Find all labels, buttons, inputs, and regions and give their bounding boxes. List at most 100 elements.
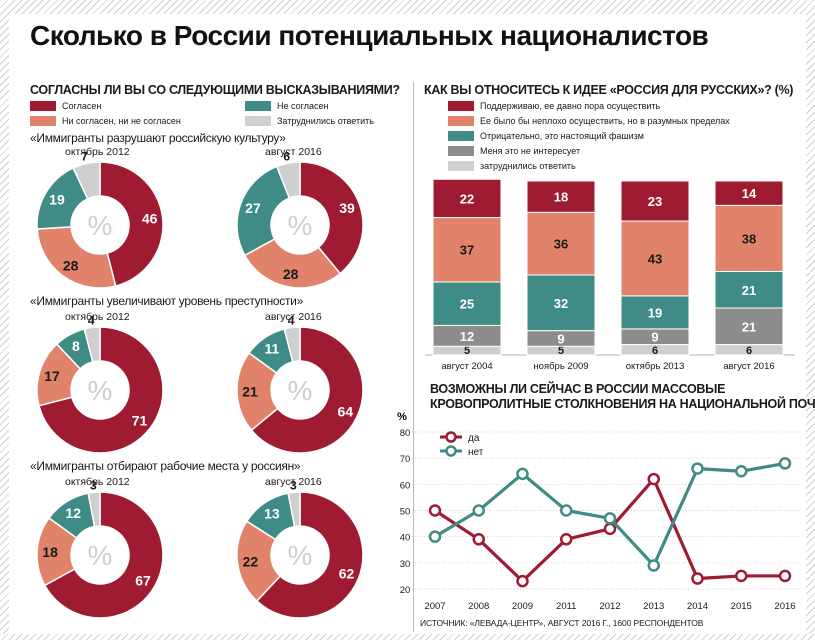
percent-symbol: % [88, 210, 113, 241]
bar-value-label: 43 [648, 251, 662, 266]
donut-slice [83, 326, 101, 363]
period-label: август 2016 [265, 311, 322, 323]
donut-value-label: 6 [283, 149, 290, 163]
bar-value-label: 5 [464, 345, 470, 357]
donut-value-label: 13 [264, 506, 280, 522]
legend-label: Ее было бы неплохо осуществить, но в раз… [480, 116, 730, 126]
line-x-tick: 2015 [731, 601, 752, 612]
line-x-tick: 2011 [556, 601, 576, 612]
line-x-tick: 2013 [643, 601, 664, 612]
line-y-tick: 40 [400, 533, 411, 544]
bar-category-label: октябрь 2013 [626, 361, 685, 372]
bar-segment [714, 270, 784, 309]
legend-swatch [448, 146, 474, 156]
bar-value-label: 19 [648, 305, 662, 320]
donut-slice [299, 161, 364, 275]
donut-value-label: 17 [44, 368, 60, 384]
legend-label: затруднились ответить [480, 161, 576, 171]
donut-slice [72, 161, 101, 200]
line-point [691, 572, 704, 585]
line-point [647, 559, 660, 572]
bar-value-label: 25 [460, 297, 474, 312]
donut-slice [287, 491, 301, 528]
bar-value-label: 9 [557, 331, 564, 346]
bar-segment [432, 217, 502, 283]
bar-segment [432, 178, 502, 219]
donut-value-label: 11 [264, 341, 279, 357]
bar-value-label: 18 [554, 190, 568, 205]
legend-swatch [448, 101, 474, 111]
donut-value-label: 22 [243, 553, 259, 569]
donut-slice [236, 520, 282, 602]
bar-category-label: август 2004 [441, 361, 492, 372]
bar-segment [526, 211, 596, 276]
donut-value-label: 62 [339, 565, 355, 581]
line-x-tick: 2008 [468, 601, 489, 612]
line-point [560, 504, 573, 517]
bar-value-label: 21 [742, 283, 756, 298]
bar-value-label: 23 [648, 194, 662, 209]
line-y-tick: 20 [400, 585, 411, 596]
bar-value-label: 32 [554, 296, 568, 311]
bar-segment [620, 295, 690, 330]
bar-value-label: 22 [460, 191, 474, 206]
donut-value-label: 28 [283, 266, 299, 282]
line-heading-2: КРОВОПРОЛИТНЫЕ СТОЛКНОВЕНИЯ НА НАЦИОНАЛЬ… [430, 397, 815, 411]
legend-label: Согласен [62, 101, 102, 111]
period-label: октябрь 2012 [65, 311, 130, 323]
bar-segment [714, 204, 784, 272]
line-point [560, 533, 573, 546]
line-point [472, 504, 485, 517]
bar-value-label: 38 [742, 231, 756, 246]
donut-value-label: 18 [42, 544, 58, 560]
line-legend-marker [445, 445, 457, 457]
donut-value-label: 71 [132, 413, 148, 429]
line-point [735, 569, 748, 583]
top-border-hatch [0, 0, 815, 14]
line-x-tick: 2007 [424, 601, 445, 612]
donut-value-label: 28 [63, 257, 79, 273]
bar-category-label: август 2016 [723, 361, 774, 372]
legend-label: Меня это не интересует [480, 146, 581, 156]
line-point [691, 462, 704, 475]
line-point [516, 467, 529, 481]
right-legend-negative: Отрицательно, это настоящий фашизм [448, 131, 644, 141]
bottom-border-hatch [0, 634, 815, 640]
percent-symbol: % [88, 540, 113, 571]
donut-value-label: 4 [88, 314, 95, 328]
donut-slice [36, 226, 117, 289]
bar-value-label: 14 [742, 186, 757, 201]
donut-slice [255, 491, 364, 619]
period-label: август 2016 [265, 146, 322, 158]
donut-value-label: 46 [142, 211, 158, 227]
donut-value-label: 7 [81, 150, 88, 164]
legend-swatch [448, 116, 474, 126]
period-label: октябрь 2012 [65, 476, 130, 488]
percent-symbol: % [288, 375, 313, 406]
line-y-tick: 80 [400, 428, 411, 439]
right-border-hatch [806, 0, 815, 640]
donut-value-label: 12 [65, 505, 81, 521]
line-legend-label: да [468, 433, 480, 444]
donut-value-label: 19 [49, 192, 65, 208]
legend-label: Затруднились ответить [277, 116, 374, 126]
bar-segment [526, 180, 596, 213]
right-heading: КАК ВЫ ОТНОСИТЕСЬ К ИДЕЕ «РОССИЯ ДЛЯ РУС… [424, 83, 794, 97]
left-border-hatch [0, 0, 9, 640]
line-legend-label: нет [468, 447, 484, 458]
donut-slice [87, 491, 101, 528]
line-x-tick: 2016 [774, 601, 795, 612]
donut-value-label: 8 [72, 338, 80, 354]
donut-value-label: 3 [90, 478, 97, 492]
donut-value-label: 64 [337, 403, 353, 419]
percent-symbol: % [288, 540, 313, 571]
donut-value-label: 39 [339, 200, 355, 216]
bar-value-label: 6 [746, 345, 752, 357]
line-heading-1: ВОЗМОЖНЫ ЛИ СЕЙЧАС В РОССИИ МАССОВЫЕ [430, 382, 726, 396]
right-legend-support: Поддерживаю, ее давно пора осуществить [448, 101, 660, 111]
left-legend-disagree: Не согласен [245, 101, 328, 111]
donut-value-label: 27 [245, 200, 261, 216]
bar-value-label: 9 [651, 330, 658, 345]
legend-label: Отрицательно, это настоящий фашизм [480, 131, 644, 141]
